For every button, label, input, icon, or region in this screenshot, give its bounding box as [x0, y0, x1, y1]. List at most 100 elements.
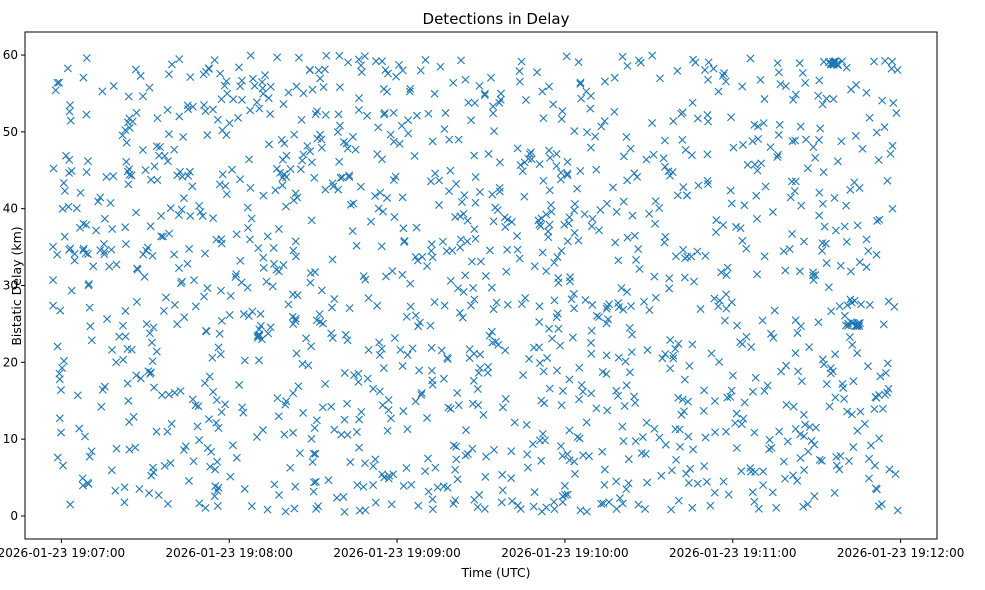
data-point	[136, 71, 145, 80]
data-point	[288, 312, 297, 321]
y-tick-label: 10	[3, 432, 18, 446]
data-point	[299, 408, 308, 417]
data-point	[664, 167, 673, 176]
data-point	[556, 341, 565, 350]
data-point	[849, 443, 858, 452]
data-point	[700, 386, 709, 395]
data-point	[213, 502, 222, 510]
data-point	[731, 419, 740, 428]
data-point	[373, 301, 382, 310]
data-point	[348, 227, 357, 236]
data-point	[515, 67, 524, 76]
data-point	[588, 214, 597, 223]
data-point	[542, 267, 551, 276]
data-point	[711, 428, 720, 437]
data-point	[661, 350, 670, 359]
data-point	[703, 176, 712, 185]
data-point	[625, 368, 634, 377]
data-point	[345, 171, 354, 180]
data-point	[535, 436, 544, 445]
data-point	[460, 191, 469, 200]
data-point	[723, 393, 732, 402]
data-point	[575, 363, 584, 372]
data-point	[112, 358, 121, 367]
data-point	[149, 323, 158, 332]
data-point	[378, 470, 387, 479]
data-point	[268, 282, 277, 291]
data-point	[452, 455, 461, 464]
data-point	[651, 219, 660, 228]
data-point	[480, 504, 489, 513]
data-point	[503, 300, 512, 309]
data-point	[355, 415, 364, 424]
data-point	[343, 430, 352, 439]
data-point	[330, 295, 339, 304]
data-point	[314, 66, 323, 75]
data-point	[648, 118, 657, 127]
data-point	[100, 247, 109, 256]
data-point	[677, 109, 686, 118]
data-point	[649, 150, 658, 159]
data-point	[383, 193, 392, 202]
data-point	[328, 334, 337, 343]
data-point	[427, 343, 436, 352]
data-point	[564, 219, 573, 228]
data-point	[563, 450, 572, 459]
data-point	[737, 420, 746, 429]
data-point	[436, 62, 445, 71]
data-point	[153, 176, 162, 185]
data-point	[466, 301, 475, 310]
data-point	[177, 205, 186, 214]
data-point	[660, 136, 669, 145]
data-point	[835, 465, 844, 474]
data-point	[704, 180, 712, 189]
data-point	[371, 57, 380, 66]
data-point	[880, 123, 889, 132]
data-point	[271, 186, 280, 195]
data-point	[545, 220, 554, 229]
data-point	[767, 443, 776, 452]
data-point	[525, 150, 534, 159]
data-point	[872, 128, 881, 137]
data-point	[515, 254, 524, 263]
data-point	[568, 333, 577, 342]
data-point	[375, 338, 384, 347]
data-point	[159, 232, 168, 241]
data-point	[342, 139, 351, 148]
data-point	[357, 61, 366, 70]
data-point	[200, 379, 209, 388]
data-point	[254, 244, 263, 253]
data-point	[121, 240, 130, 249]
data-point	[676, 442, 685, 451]
data-point	[417, 389, 426, 398]
data-point	[269, 243, 278, 252]
data-point	[776, 80, 785, 89]
data-point	[112, 260, 121, 269]
data-point	[492, 298, 501, 307]
data-point	[75, 223, 84, 232]
data-point	[245, 235, 254, 244]
data-point	[660, 238, 669, 247]
data-point	[203, 131, 212, 140]
data-point	[333, 127, 342, 136]
data-point	[475, 81, 484, 90]
data-point	[119, 355, 128, 364]
data-point	[603, 406, 612, 415]
data-point	[520, 192, 529, 201]
data-point	[355, 506, 364, 515]
data-point	[623, 176, 632, 185]
data-point	[774, 150, 783, 159]
data-point	[441, 109, 450, 118]
data-point	[706, 501, 715, 510]
data-point	[453, 388, 462, 397]
data-point	[364, 346, 373, 355]
data-point	[328, 179, 337, 188]
data-point	[679, 183, 688, 192]
data-point	[464, 98, 473, 107]
data-point	[243, 223, 252, 232]
data-point	[451, 496, 460, 505]
data-point	[803, 164, 812, 173]
data-point	[700, 65, 709, 74]
data-point	[327, 329, 336, 338]
data-point	[727, 386, 736, 395]
